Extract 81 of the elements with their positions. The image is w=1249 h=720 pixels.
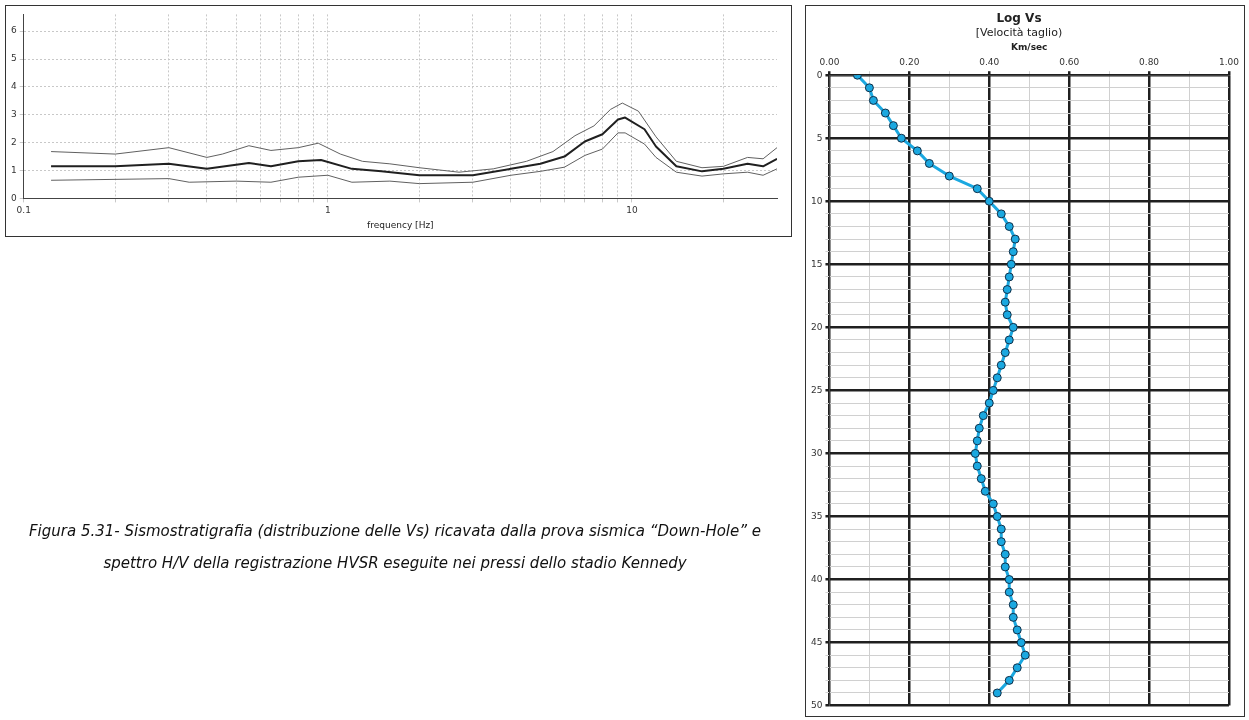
point [1006,259,1016,269]
y-tick-label: 4 [10,81,17,92]
x-tick-label: 1.00 [1218,57,1240,68]
point [1008,600,1018,610]
point [1002,285,1012,295]
point [896,133,906,143]
point [970,448,980,458]
point [912,146,922,156]
x-tick-label: 0.1 [16,205,31,216]
point [1012,663,1022,673]
point [1004,575,1014,585]
point [1010,234,1020,244]
point [1008,247,1018,257]
point [1020,650,1030,660]
text: Figura 5.31- Sismostratigrafia (distribuzione delle Vs) ricavata dalla prova sismica “Down-Hole” e spettro H/V della registrazione HVSR eseguite nei pressi dello stadio Kennedy [27,521,762,574]
y-tick-label: 5 [816,132,823,143]
x-tick-label: 0.60 [1059,57,1080,68]
point [1012,625,1022,635]
point [1004,587,1014,597]
point [988,385,998,395]
point [1004,335,1014,345]
x-tick-label: 0.20 [899,57,920,68]
point [978,411,988,421]
point [1004,222,1014,231]
point [996,524,1006,534]
point [1000,297,1010,307]
point [996,209,1006,219]
point [868,95,878,105]
point [944,171,954,181]
point [1008,322,1018,332]
x-tick-label: 1 [324,205,331,216]
y-tick-label: 20 [811,321,823,332]
point [972,184,982,194]
y-tick-label: 3 [10,109,17,120]
x-tick-label: 10 [626,205,638,216]
point [992,511,1002,521]
y-tick-label: 10 [811,195,823,206]
y-tick-label: 5 [10,53,17,64]
point [1002,310,1012,320]
chart-title: Log Vs [996,11,1042,26]
point [984,196,994,206]
point [1000,348,1010,358]
y-tick-label: 0 [816,69,823,80]
x-axis-title: frequency [Hz] [367,219,434,230]
y-tick-label: 0 [10,192,17,203]
y-tick-label: 40 [811,573,823,584]
y-tick-label: 1 [10,164,17,175]
y-tick-label: 2 [10,136,17,147]
point [924,158,934,168]
chart-subtitle: [Velocità taglio) [975,25,1063,39]
point [980,486,990,496]
point [992,373,1002,383]
x-axis-title: Km/sec [1011,42,1048,53]
point [880,108,890,118]
point [1000,549,1010,559]
y-tick-label: 25 [811,384,823,395]
point [988,499,998,509]
point [864,83,874,93]
y-tick-label: 45 [811,636,823,647]
point [972,436,982,446]
point [974,423,984,433]
point [976,474,986,484]
y-tick-label: 15 [811,258,823,269]
point [1004,272,1014,282]
x-tick-label: 0.40 [979,57,1000,68]
y-tick-label: 35 [811,510,823,521]
point [984,398,994,408]
y-tick-label: 50 [811,699,823,710]
point [996,360,1006,370]
point [888,121,898,131]
y-tick-label: 6 [10,25,17,36]
point [992,688,1002,698]
point [1008,612,1018,622]
point [996,537,1006,547]
x-tick-label: 0.80 [1139,57,1160,68]
x-tick-label: 0.00 [819,57,840,68]
point [972,461,982,471]
point [1000,562,1010,572]
point [1004,675,1014,685]
y-tick-label: 30 [811,447,823,458]
point [1016,638,1026,648]
